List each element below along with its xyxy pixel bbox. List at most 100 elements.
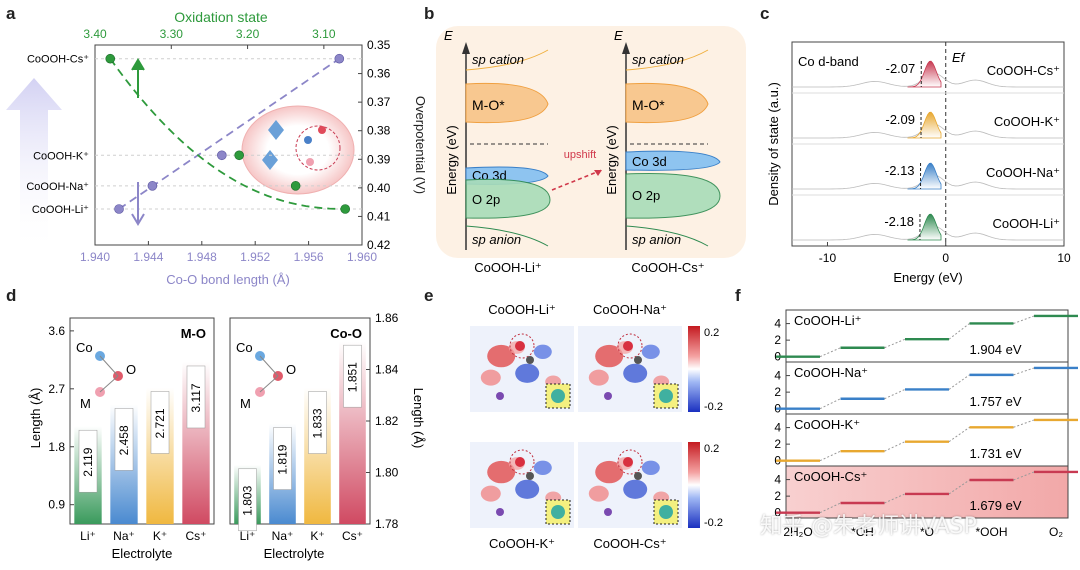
y-tick-label: 0.36 xyxy=(367,67,391,81)
panel-label-a: a xyxy=(6,4,16,23)
panel-label-e: e xyxy=(424,286,434,305)
oxidation-state-point xyxy=(290,181,301,191)
d-band-peak xyxy=(907,111,942,139)
o-atom-icon xyxy=(623,457,633,467)
category-label: Na⁺ xyxy=(272,529,294,543)
barrier-label: 1.757 eV xyxy=(970,394,1022,409)
plot-frame xyxy=(94,44,363,246)
highlight-circle xyxy=(509,449,535,475)
density-blob xyxy=(480,485,501,502)
title-right: CoOOH-Cs⁺ xyxy=(631,260,704,275)
inset-molecule-icon xyxy=(262,120,341,171)
atom-label: O xyxy=(126,362,136,377)
barrier-label: 1.731 eV xyxy=(970,446,1022,461)
d1-x-axis-label: Electrolyte xyxy=(112,546,173,561)
series-label: CoOOH-Li⁺ xyxy=(794,313,862,328)
connector-line xyxy=(948,426,970,443)
panel-c-chart: Co d-band Ef Density of state (a.u.) Ene… xyxy=(766,41,1071,285)
d-y-axis-label-right: Length (Å) xyxy=(411,388,426,449)
value-label: 1.833 xyxy=(311,408,325,438)
connector-line xyxy=(819,450,841,462)
density-blob xyxy=(515,479,540,499)
density-blob xyxy=(487,344,516,368)
category-label: CoOOH-Li⁺ xyxy=(32,204,89,216)
series-label: CoOOH-Li⁺ xyxy=(992,216,1060,231)
x-tick-label: -10 xyxy=(819,251,837,265)
top-axis-label: Oxidation state xyxy=(174,9,268,25)
y-tick-label: 1.78 xyxy=(375,517,399,531)
energy-axis-label-right: Energy (eV) xyxy=(604,125,619,194)
bond-length-point xyxy=(334,53,345,64)
x-tick-label: *OH xyxy=(851,525,874,539)
category-label: Li⁺ xyxy=(80,529,96,543)
o-atom-icon xyxy=(623,341,633,351)
y-tick-label: 4 xyxy=(774,317,781,331)
o-atom-icon xyxy=(515,457,525,467)
band-sp-cation-right: sp cation xyxy=(632,52,684,67)
value-label-box xyxy=(186,365,206,429)
category-label: CoOOH-Cs⁺ xyxy=(27,54,89,66)
value-label: 2.458 xyxy=(117,425,131,455)
inset-blob xyxy=(659,389,673,403)
density-blob xyxy=(623,479,648,499)
panel-b-diagram: E Energy (eV) sp cation M-O* Co 3d O 2p … xyxy=(436,26,746,275)
plot-frame xyxy=(69,317,215,525)
oxidation-state-point xyxy=(340,204,351,214)
colorbar-min: -0.2 xyxy=(704,517,723,529)
cation-atom-icon xyxy=(496,508,504,516)
density-blob xyxy=(487,460,516,484)
y-tick-label: 1.84 xyxy=(375,363,399,377)
y-tick-label: 1.80 xyxy=(375,466,399,480)
d-band-center-label: -2.09 xyxy=(885,112,915,127)
y-tick-label: 0.9 xyxy=(48,498,65,512)
x-tick-label: 1.944 xyxy=(133,250,163,264)
value-label-box xyxy=(343,344,362,408)
density-blob xyxy=(588,369,609,386)
band-m-o-right: M-O* xyxy=(632,97,665,113)
connector-line xyxy=(1013,315,1035,324)
connector-line xyxy=(884,441,906,452)
connector-line xyxy=(948,323,970,340)
panel-a-chart: Oxidation state 3.40 3.30 3.20 3.10 CoOOH-C… xyxy=(6,9,425,287)
energy-symbol-right: E xyxy=(614,28,623,43)
band-diagram-right: E Energy (eV) sp cation M-O* Co 3d O 2p … xyxy=(604,28,721,250)
density-blob xyxy=(641,344,660,359)
y-tick-label: 2 xyxy=(774,437,781,451)
y-tick-label: 2 xyxy=(774,489,781,503)
density-blob xyxy=(533,460,552,475)
series-label: CoOOH-Cs⁺ xyxy=(987,63,1060,78)
density-blob xyxy=(641,460,660,475)
barrier-label: 1.904 eV xyxy=(970,342,1022,357)
series-label: CoOOH-Cs⁺ xyxy=(794,469,867,484)
y-tick-label: 0.37 xyxy=(367,95,391,109)
series-label: CoOOH-Na⁺ xyxy=(794,365,868,380)
subplot-frame xyxy=(785,465,1069,519)
panel-label-f: f xyxy=(735,286,741,305)
top-tick-label: 3.40 xyxy=(83,27,107,41)
category-label: Cs⁺ xyxy=(342,529,363,543)
y-tick-label: 0.42 xyxy=(367,238,391,252)
cation-atom-icon xyxy=(604,392,612,400)
barrier-label: 1.679 eV xyxy=(970,498,1022,513)
d-band-peak xyxy=(907,60,942,88)
value-label: 2.119 xyxy=(81,447,95,476)
x-tick-label: 2H₂O xyxy=(783,525,812,539)
y-tick-label: 3.6 xyxy=(48,324,65,338)
bond-length-point xyxy=(147,181,158,191)
category-label: Na⁺ xyxy=(113,529,135,543)
panel-f-chart: 024CoOOH-Li⁺1.904 eV024CoOOH-Na⁺1.757 eV… xyxy=(774,309,1078,539)
top-tick-label: 3.20 xyxy=(236,27,260,41)
value-label: 1.819 xyxy=(276,444,290,474)
x-tick-label: 1.952 xyxy=(240,250,270,264)
category-label: K⁺ xyxy=(310,529,324,543)
x-tick-label: 1.956 xyxy=(294,250,324,264)
energy-axis-label: Energy (eV) xyxy=(444,125,459,194)
density-blob xyxy=(595,344,624,368)
green-fit-curve xyxy=(109,58,346,210)
inset-blob xyxy=(551,505,565,519)
atom-label: Co xyxy=(76,340,93,355)
cation-atom-icon xyxy=(496,392,504,400)
value-label: 3.117 xyxy=(189,383,203,412)
c-x-axis-label: Energy (eV) xyxy=(893,270,962,285)
category-label: K⁺ xyxy=(153,529,167,543)
